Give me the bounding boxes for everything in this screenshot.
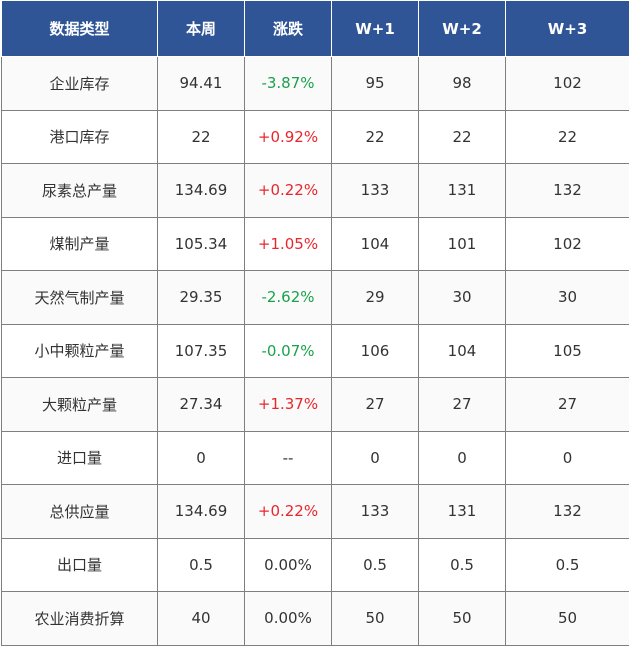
table-row: 进口量 0 -- 0 0 0 [1, 430, 629, 485]
cell-w2: 131 [418, 163, 506, 218]
cell-w1: 133 [331, 163, 419, 218]
header-w2: W+2 [418, 0, 506, 57]
cell-w3: 50 [505, 591, 629, 646]
cell-data-type: 总供应量 [1, 484, 158, 539]
table-row: 农业消费折算 40 0.00% 50 50 50 [1, 591, 629, 646]
cell-w2: 27 [418, 377, 506, 432]
cell-this-week: 94.41 [157, 56, 245, 111]
cell-w3: 22 [505, 109, 629, 164]
cell-this-week: 0 [157, 430, 245, 485]
cell-w1: 106 [331, 323, 419, 378]
cell-change: -2.62% [244, 270, 332, 325]
cell-data-type: 小中颗粒产量 [1, 323, 158, 378]
header-this-week: 本周 [157, 0, 245, 57]
cell-data-type: 进口量 [1, 430, 158, 485]
header-w3: W+3 [505, 0, 629, 57]
cell-data-type: 出口量 [1, 537, 158, 592]
cell-w1: 27 [331, 377, 419, 432]
cell-w2: 98 [418, 56, 506, 111]
cell-change: 0.00% [244, 537, 332, 592]
cell-change: +1.37% [244, 377, 332, 432]
cell-data-type: 农业消费折算 [1, 591, 158, 646]
cell-change: -0.07% [244, 323, 332, 378]
cell-this-week: 27.34 [157, 377, 245, 432]
cell-change: +0.92% [244, 109, 332, 164]
header-change: 涨跌 [244, 0, 332, 57]
table-row: 天然气制产量 29.35 -2.62% 29 30 30 [1, 270, 629, 325]
cell-data-type: 大颗粒产量 [1, 377, 158, 432]
cell-w1: 95 [331, 56, 419, 111]
header-data-type: 数据类型 [1, 0, 158, 57]
header-row: 数据类型 本周 涨跌 W+1 W+2 W+3 [1, 0, 629, 57]
cell-w2: 0 [418, 430, 506, 485]
cell-w3: 102 [505, 216, 629, 271]
cell-this-week: 134.69 [157, 484, 245, 539]
cell-w3: 30 [505, 270, 629, 325]
table-row: 煤制产量 105.34 +1.05% 104 101 102 [1, 216, 629, 271]
cell-w2: 101 [418, 216, 506, 271]
cell-this-week: 29.35 [157, 270, 245, 325]
header-w1: W+1 [331, 0, 419, 57]
cell-w3: 132 [505, 163, 629, 218]
cell-change: -3.87% [244, 56, 332, 111]
cell-change: -- [244, 430, 332, 485]
cell-data-type: 企业库存 [1, 56, 158, 111]
cell-data-type: 天然气制产量 [1, 270, 158, 325]
cell-change: +0.22% [244, 484, 332, 539]
cell-w2: 22 [418, 109, 506, 164]
cell-data-type: 港口库存 [1, 109, 158, 164]
cell-change: +0.22% [244, 163, 332, 218]
cell-w2: 104 [418, 323, 506, 378]
table-row: 大颗粒产量 27.34 +1.37% 27 27 27 [1, 377, 629, 432]
table-row: 尿素总产量 134.69 +0.22% 133 131 132 [1, 163, 629, 218]
cell-this-week: 134.69 [157, 163, 245, 218]
table-row: 出口量 0.5 0.00% 0.5 0.5 0.5 [1, 537, 629, 592]
cell-w3: 0 [505, 430, 629, 485]
table-row: 小中颗粒产量 107.35 -0.07% 106 104 105 [1, 323, 629, 378]
cell-change: 0.00% [244, 591, 332, 646]
table-body: 企业库存 94.41 -3.87% 95 98 102 港口库存 22 +0.92% 22 22 22… [1, 56, 629, 646]
table-row: 企业库存 94.41 -3.87% 95 98 102 [1, 56, 629, 111]
cell-w1: 104 [331, 216, 419, 271]
cell-w3: 102 [505, 56, 629, 111]
cell-data-type: 煤制产量 [1, 216, 158, 271]
cell-change: +1.05% [244, 216, 332, 271]
cell-this-week: 105.34 [157, 216, 245, 271]
cell-w2: 30 [418, 270, 506, 325]
cell-w1: 0 [331, 430, 419, 485]
cell-w1: 29 [331, 270, 419, 325]
cell-w2: 50 [418, 591, 506, 646]
cell-w1: 22 [331, 109, 419, 164]
cell-this-week: 40 [157, 591, 245, 646]
cell-this-week: 22 [157, 109, 245, 164]
cell-w1: 133 [331, 484, 419, 539]
cell-w2: 0.5 [418, 537, 506, 592]
cell-w1: 50 [331, 591, 419, 646]
cell-this-week: 0.5 [157, 537, 245, 592]
cell-w3: 27 [505, 377, 629, 432]
table-row: 总供应量 134.69 +0.22% 133 131 132 [1, 484, 629, 539]
cell-data-type: 尿素总产量 [1, 163, 158, 218]
cell-w1: 0.5 [331, 537, 419, 592]
table-row: 港口库存 22 +0.92% 22 22 22 [1, 109, 629, 164]
cell-w3: 132 [505, 484, 629, 539]
cell-w2: 131 [418, 484, 506, 539]
cell-w3: 105 [505, 323, 629, 378]
cell-w3: 0.5 [505, 537, 629, 592]
cell-this-week: 107.35 [157, 323, 245, 378]
